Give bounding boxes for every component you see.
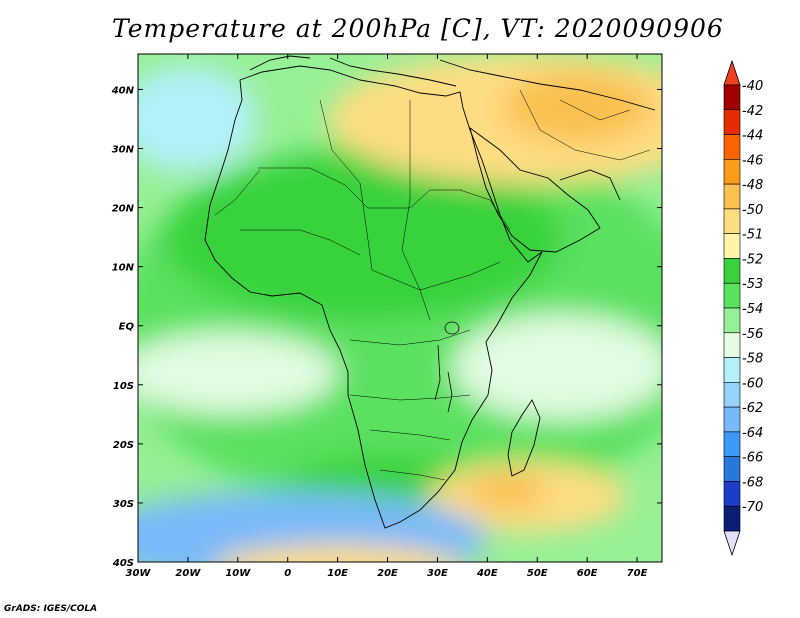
field-region-1 [162, 154, 563, 320]
field-region-6 [467, 473, 548, 509]
lat-tick-label: 10N [112, 263, 135, 274]
temperature-fields [138, 54, 662, 562]
longitude-ticks: 30W 20W 10W 0 10E 20E 30E 40E 50E 60E 70E [126, 54, 648, 579]
colorbar-label: -53 [742, 277, 763, 292]
colorbar-swatch [723, 84, 741, 111]
field-region-11 [216, 544, 459, 562]
colorbar-label: -51 [742, 228, 763, 243]
africa-coastline [204, 65, 543, 529]
colorbar: -40 -42 -44 -46 -48 -50 -51 -52 -53 -54 -56 -58 -60 -… [723, 59, 763, 557]
colorbar-label: -52 [742, 252, 763, 267]
field-region-10 [138, 491, 488, 562]
colorbar-swatch [723, 159, 741, 185]
lon-tick-label: 0 [284, 568, 291, 579]
plot-area [138, 54, 662, 562]
lon-tick-label: 50E [527, 568, 548, 579]
lon-tick-label: 10E [327, 568, 348, 579]
lat-tick-label: 30S [113, 499, 134, 510]
lat-tick-label: 40S [112, 558, 134, 569]
lat-tick-label: EQ [119, 322, 135, 333]
lon-tick-label: 60E [577, 568, 598, 579]
colorbar-swatch [723, 109, 741, 135]
europe-coastline [249, 55, 656, 111]
latitude-ticks: 40N 30N 20N 10N EQ 10S 20S 30S 40S [111, 85, 662, 569]
colorbar-label: -62 [742, 401, 763, 416]
colorbar-swatch [723, 258, 741, 284]
colorbar-swatch [723, 307, 741, 334]
colorbar-label: -66 [742, 451, 763, 466]
lat-tick-label: 40N [111, 85, 135, 96]
colorbar-label: -58 [742, 352, 763, 367]
colorbar-swatch [723, 282, 741, 309]
lon-tick-label: 30E [427, 568, 448, 579]
field-region-2 [452, 313, 662, 421]
colorbar-label: -56 [742, 327, 763, 342]
lat-tick-label: 30N [112, 145, 135, 156]
country-borders [214, 89, 651, 481]
colorbar-swatch [723, 505, 741, 532]
lon-tick-label: 20W [175, 568, 201, 579]
colorbar-label: -44 [742, 129, 763, 144]
lat-tick-label: 10S [113, 381, 134, 392]
colorbar-label: -40 [742, 79, 763, 94]
colorbar-label: -68 [742, 475, 763, 490]
colorbar-label: -48 [742, 178, 763, 193]
field-region-8 [502, 71, 653, 143]
colorbar-swatch [723, 332, 741, 358]
colorbar-label: -46 [742, 153, 763, 168]
colorbar-label: -54 [742, 302, 763, 317]
map-title: Temperature at 200hPa [C], VT: 202009090… [112, 14, 724, 43]
colorbar-swatch [723, 208, 741, 234]
colorbar-label: -64 [742, 426, 763, 441]
colorbar-swatch [723, 481, 741, 507]
persian-gulf-coastline [559, 169, 621, 201]
coastlines [204, 55, 656, 529]
colorbar-swatch [723, 134, 741, 160]
colorbar-label: -42 [742, 104, 763, 119]
field-region-3 [138, 331, 338, 415]
lon-tick-label: 70E [627, 568, 648, 579]
colorbar-swatch [723, 431, 741, 457]
colorbar-bottom-arrow [723, 530, 741, 557]
colorbar-label: -50 [742, 203, 763, 218]
colorbar-label: -60 [742, 376, 763, 391]
colorbar-swatch [723, 183, 741, 210]
lon-tick-label: 20E [377, 568, 398, 579]
colorbar-label: -70 [742, 500, 763, 515]
madagascar-coastline [507, 399, 541, 477]
plot-frame [137, 53, 663, 563]
colorbar-top-arrow [723, 59, 741, 86]
lat-tick-label: 20S [113, 440, 134, 451]
lat-tick-label: 20N [112, 204, 135, 215]
lon-tick-label: 40E [476, 568, 498, 579]
colorbar-swatch [723, 357, 741, 383]
lon-tick-label: 10W [225, 568, 251, 579]
grads-credit: GrADS: IGES/COLA [4, 604, 98, 614]
colorbar-swatch [723, 382, 741, 408]
colorbar-swatch [723, 456, 741, 482]
colorbar-swatch [723, 406, 741, 433]
lakes [434, 321, 460, 413]
lon-tick-label: 30W [126, 568, 152, 579]
arabia-coastline [469, 126, 601, 253]
colorbar-swatch [723, 233, 741, 259]
field-region-9 [138, 65, 258, 173]
